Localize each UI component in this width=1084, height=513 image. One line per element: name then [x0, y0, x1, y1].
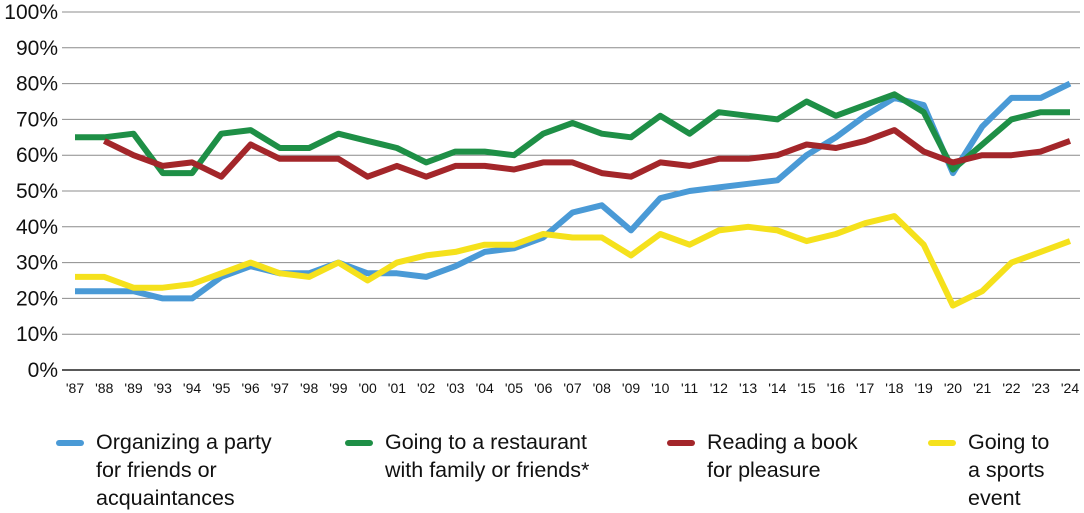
y-tick-label: 60% — [16, 144, 58, 167]
gridlines — [62, 11, 1080, 371]
x-tick-label: '03 — [446, 380, 464, 396]
x-tick-label: '87 — [66, 380, 84, 396]
y-tick-label: 100% — [4, 1, 58, 24]
x-tick-label: '11 — [681, 380, 698, 396]
line-chart: 0% 10% 20% 30% 40% 50% 60% 70% 80% 90% 100% '87 '88… — [4, 1, 1080, 396]
y-tick-label: 90% — [16, 37, 58, 60]
x-tick-label: '05 — [505, 380, 523, 396]
legend: Organizing a party for friends or acquai… — [0, 428, 1084, 513]
x-tick-label: '22 — [1002, 380, 1020, 396]
legend-item: Reading a book for pleasure — [667, 428, 858, 484]
x-tick-label: '23 — [1032, 380, 1050, 396]
legend-swatch — [928, 440, 956, 446]
x-tick-label: '14 — [768, 380, 786, 396]
x-tick-label: '09 — [622, 380, 640, 396]
series-line-3 — [102, 127, 1072, 180]
x-tick-label: '07 — [563, 380, 581, 396]
y-tick-label: 50% — [16, 180, 58, 203]
legend-item: Going to a sports event — [928, 428, 1049, 512]
x-tick-label: '96 — [241, 380, 259, 396]
legend-swatch — [667, 440, 695, 446]
x-tick-label: '04 — [476, 380, 494, 396]
legend-label: Going to a restaurant with family or fri… — [385, 430, 590, 482]
legend-label: Reading a book for pleasure — [707, 430, 858, 482]
series-line-4 — [75, 213, 1072, 309]
x-tick-label: '08 — [593, 380, 611, 396]
legend-label: Organizing a party for friends or acquai… — [96, 430, 272, 510]
y-tick-label: 70% — [16, 108, 58, 131]
x-axis-ticks: '87 '88 '89 '93 '94 '95 '96 '97 '98 '99 '00 '01 '02 '… — [66, 380, 1079, 396]
x-tick-label: '93 — [154, 380, 172, 396]
x-tick-label: '98 — [300, 380, 318, 396]
x-tick-label: '12 — [710, 380, 728, 396]
x-tick-label: '89 — [124, 380, 142, 396]
y-tick-label: 10% — [16, 323, 58, 346]
x-tick-label: '13 — [739, 380, 757, 396]
x-tick-label: '00 — [359, 380, 377, 396]
x-tick-label: '94 — [183, 380, 201, 396]
x-tick-label: '20 — [944, 380, 962, 396]
x-tick-label: '10 — [651, 380, 669, 396]
x-tick-label: '18 — [885, 380, 903, 396]
x-tick-label: '21 — [973, 380, 991, 396]
legend-swatch — [56, 440, 84, 446]
legend-label: Going to a sports event — [968, 430, 1050, 510]
y-tick-label: 0% — [28, 359, 58, 382]
x-tick-label: '95 — [212, 380, 230, 396]
legend-item: Organizing a party for friends or acquai… — [56, 428, 272, 512]
y-axis-ticks: 0% 10% 20% 30% 40% 50% 60% 70% 80% 90% 100% — [4, 1, 58, 382]
y-tick-label: 40% — [16, 216, 58, 239]
x-tick-label: '97 — [271, 380, 289, 396]
series-line-2 — [75, 91, 1070, 177]
series-lines — [75, 80, 1072, 309]
y-tick-label: 20% — [16, 287, 58, 310]
x-tick-label: '16 — [827, 380, 845, 396]
y-tick-label: 80% — [16, 73, 58, 96]
x-tick-label: '17 — [856, 380, 874, 396]
x-tick-label: '02 — [417, 380, 435, 396]
x-tick-label: '88 — [95, 380, 113, 396]
x-tick-label: '15 — [797, 380, 815, 396]
legend-swatch — [345, 440, 373, 446]
y-tick-label: 30% — [16, 252, 58, 275]
x-tick-label: '06 — [534, 380, 552, 396]
x-tick-label: '01 — [388, 380, 406, 396]
x-tick-label: '99 — [329, 380, 347, 396]
x-tick-label: '19 — [915, 380, 933, 396]
legend-item: Going to a restaurant with family or fri… — [345, 428, 589, 484]
x-tick-label: '24 — [1061, 380, 1079, 396]
